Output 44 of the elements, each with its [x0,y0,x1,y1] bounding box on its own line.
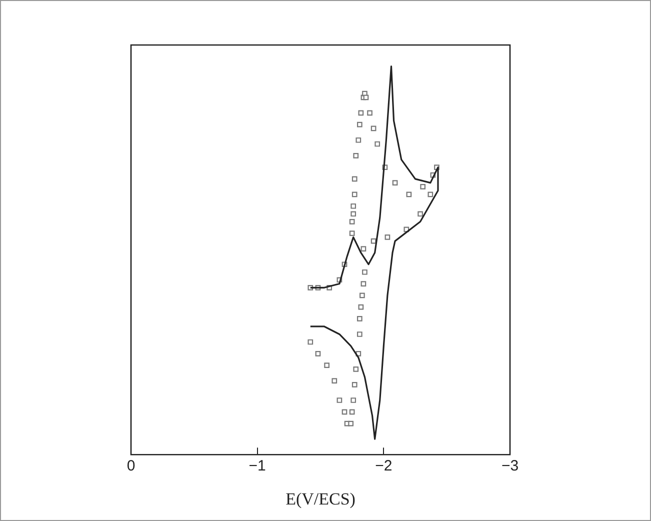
point [420,184,426,190]
point [428,192,434,198]
point [352,176,358,182]
point [353,366,359,372]
point [374,141,380,147]
point [406,192,412,198]
point [360,292,365,298]
point [350,398,356,403]
point [349,218,355,224]
x-tick-label: −1 [248,458,266,475]
point [315,350,321,356]
point [370,126,376,132]
point [362,269,368,275]
point [348,420,354,426]
x-tick-label: −2 [375,458,392,475]
point [353,152,359,158]
point [384,234,390,240]
point [352,382,358,388]
point [360,281,366,286]
point [349,409,355,415]
x-tick-label: 0 [126,458,136,475]
point [308,339,314,345]
point [356,122,362,128]
x-tick-label: −3 [501,458,519,475]
point [336,398,342,403]
point [367,110,372,116]
point [332,378,338,384]
point [358,110,364,116]
point [363,94,369,100]
point [350,211,356,217]
point [404,226,410,232]
point [342,409,348,415]
x-axis-title: E(V/ECS) [286,489,356,508]
point [350,203,356,209]
point [352,192,358,198]
point [356,316,362,322]
point [360,246,366,252]
point [356,332,362,337]
point [356,137,362,143]
point [418,211,423,217]
point [349,230,355,236]
point [392,180,398,186]
point [358,304,364,310]
point [324,362,330,368]
